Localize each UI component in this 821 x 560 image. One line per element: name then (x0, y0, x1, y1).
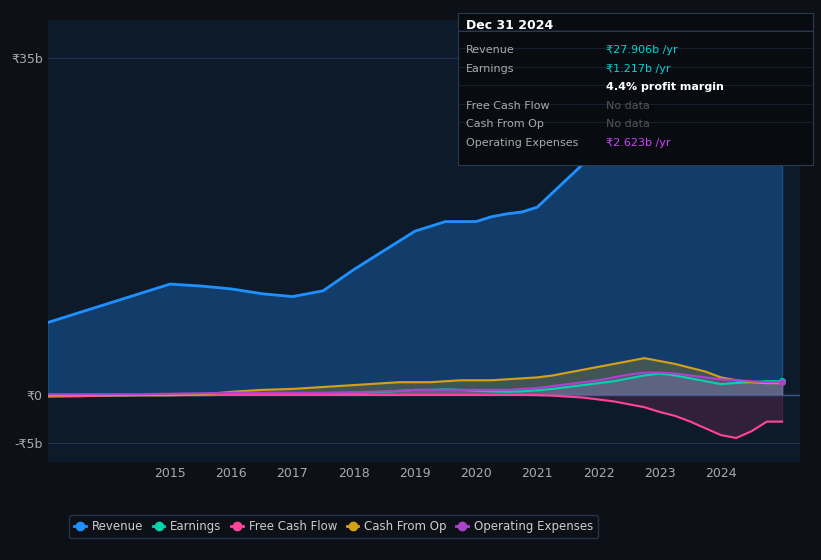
Text: Revenue: Revenue (466, 45, 515, 55)
Text: ₹1.217b /yr: ₹1.217b /yr (606, 64, 671, 74)
Text: Free Cash Flow: Free Cash Flow (466, 101, 550, 111)
Text: Dec 31 2024: Dec 31 2024 (466, 18, 553, 31)
Text: Cash From Op: Cash From Op (466, 119, 544, 129)
Text: No data: No data (606, 101, 649, 111)
Text: Earnings: Earnings (466, 64, 515, 74)
Legend: Revenue, Earnings, Free Cash Flow, Cash From Op, Operating Expenses: Revenue, Earnings, Free Cash Flow, Cash … (70, 516, 598, 538)
Text: 4.4% profit margin: 4.4% profit margin (606, 82, 724, 92)
Text: ₹27.906b /yr: ₹27.906b /yr (606, 45, 677, 55)
Text: No data: No data (606, 119, 649, 129)
Text: ₹2.623b /yr: ₹2.623b /yr (606, 138, 671, 148)
Text: Operating Expenses: Operating Expenses (466, 138, 579, 148)
